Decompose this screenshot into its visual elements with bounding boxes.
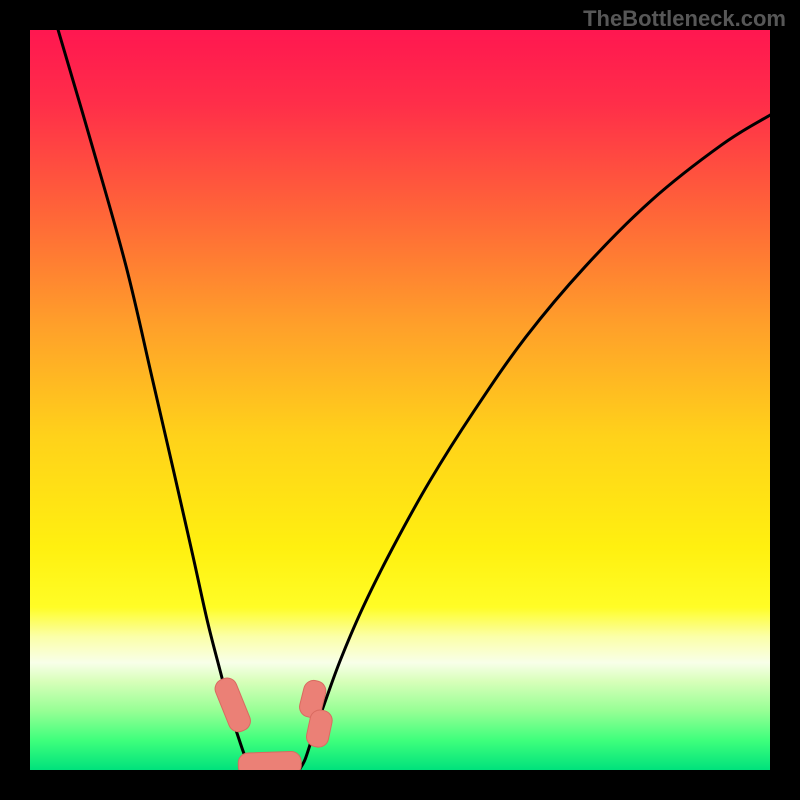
data-marker <box>238 751 302 770</box>
watermark-text: TheBottleneck.com <box>583 6 786 32</box>
plot-area <box>30 30 770 770</box>
data-markers <box>212 675 334 770</box>
v-curve-path <box>58 30 770 769</box>
curve-layer <box>30 30 770 770</box>
data-marker <box>212 675 253 735</box>
chart-container: TheBottleneck.com <box>0 0 800 800</box>
